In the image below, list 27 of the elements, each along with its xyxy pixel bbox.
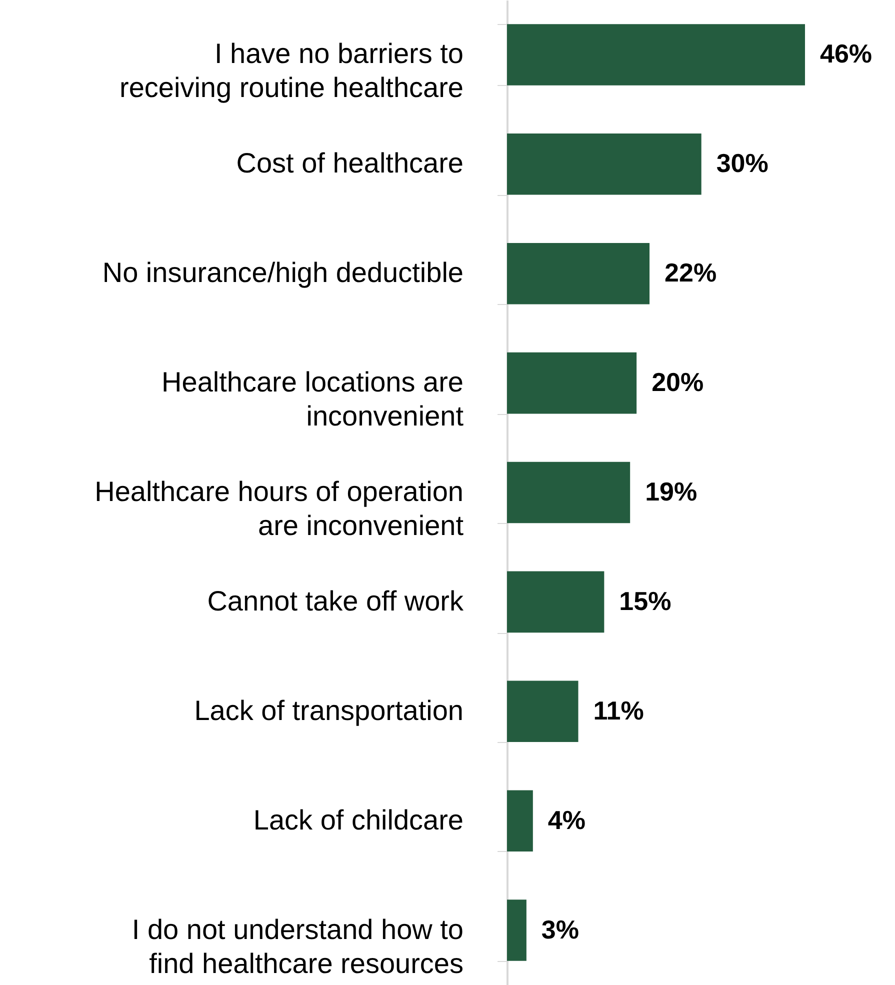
data-label: 19% <box>645 476 698 506</box>
bar <box>507 900 526 961</box>
data-label: 46% <box>820 38 872 69</box>
y-tick-label: Lack of transportation <box>194 694 464 726</box>
data-label: 3% <box>541 914 580 944</box>
bar <box>507 790 533 852</box>
y-tick-label: I do not understand how to find healthcare resources <box>132 914 464 979</box>
data-label: 22% <box>664 258 717 288</box>
y-tick-label: No insurance/high deductible <box>102 257 464 288</box>
data-label: 30% <box>716 148 768 178</box>
bar <box>507 462 630 524</box>
data-label: 20% <box>652 367 704 398</box>
bar <box>507 24 805 86</box>
data-label: 4% <box>548 804 586 835</box>
y-tick-label: Healthcare locations are inconvenient <box>162 366 464 432</box>
y-tick-label: I have no barriers to receiving routine healthcare <box>120 38 464 104</box>
y-tick-label: Lack of childcare <box>253 804 464 836</box>
bar <box>507 242 650 304</box>
bar <box>507 571 604 633</box>
y-tick-label: Cost of healthcare <box>236 148 464 179</box>
y-tick-label: Healthcare hours of operation are inconvenient <box>94 476 464 541</box>
bar <box>507 352 637 414</box>
data-label: 15% <box>619 586 672 616</box>
bar <box>507 680 578 742</box>
y-tick-label: Cannot take off work <box>207 585 464 616</box>
data-label: 11% <box>593 695 644 726</box>
bar <box>507 134 702 195</box>
